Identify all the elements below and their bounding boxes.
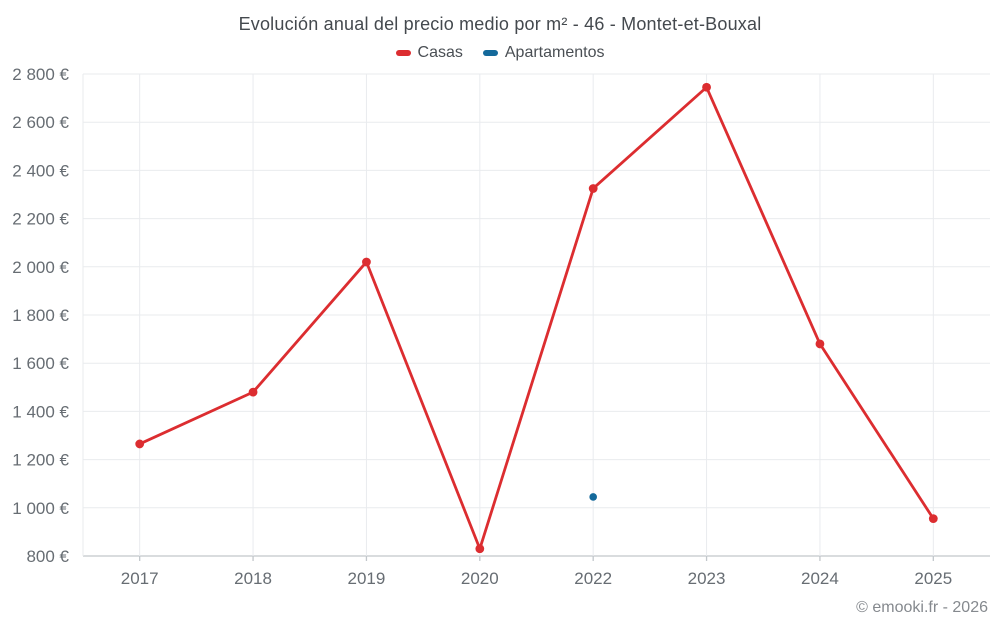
data-point-casas-2023[interactable] [702, 82, 711, 92]
x-tick-label: 2024 [801, 569, 839, 588]
data-point-casas-2024[interactable] [815, 339, 825, 349]
data-point-casas-2020[interactable] [475, 544, 485, 554]
legend-label: Casas [417, 44, 463, 61]
y-tick-label: 1 400 € [12, 402, 69, 421]
x-tick-label: 2023 [688, 569, 726, 588]
data-point-casas-2022[interactable] [588, 184, 598, 193]
y-tick-label: 2 000 € [12, 258, 69, 277]
y-tick-label: 2 400 € [12, 161, 69, 180]
legend-item-apartamentos[interactable]: Apartamentos [482, 44, 605, 62]
x-tick-label: 2019 [348, 569, 386, 588]
x-tick-label: 2017 [121, 569, 159, 588]
data-point-apartamentos-2022[interactable] [589, 493, 597, 501]
data-point-casas-2019[interactable] [362, 257, 371, 267]
chart-legend: Casas Apartamentos [0, 44, 1000, 62]
chart-title: Evolución anual del precio medio por m² … [238, 14, 762, 34]
copyright-footer: © emooki.fr - 2026 [856, 599, 988, 616]
legend-swatch-icon [395, 50, 411, 56]
y-tick-label: 2 200 € [12, 210, 69, 229]
y-tick-label: 1 000 € [12, 499, 69, 518]
x-tick-label: 2022 [574, 569, 612, 588]
data-point-casas-2025[interactable] [928, 514, 938, 524]
y-tick-label: 1 200 € [12, 451, 69, 470]
y-tick-label: 1 800 € [12, 306, 69, 325]
x-tick-label: 2025 [914, 569, 952, 588]
y-tick-label: 800 € [26, 547, 69, 566]
legend-swatch-icon [482, 50, 498, 56]
x-tick-label: 2020 [461, 569, 499, 588]
y-tick-label: 1 600 € [12, 354, 69, 373]
data-point-casas-2018[interactable] [248, 387, 258, 397]
data-point-casas-2017[interactable] [135, 439, 145, 449]
y-tick-label: 2 600 € [12, 113, 69, 132]
series-line-casas [139, 85, 935, 551]
y-tick-label: 2 800 € [12, 65, 69, 84]
legend-item-casas[interactable]: Casas [395, 44, 463, 62]
x-tick-label: 2018 [234, 569, 272, 588]
legend-label: Apartamentos [504, 44, 605, 61]
